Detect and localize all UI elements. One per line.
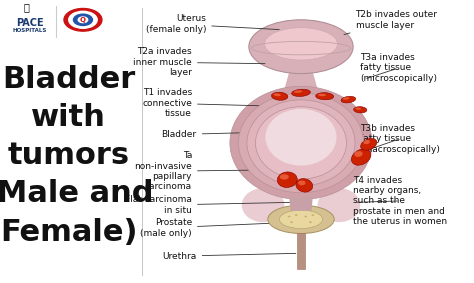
Text: Bladder: Bladder <box>162 130 286 139</box>
Ellipse shape <box>255 107 346 179</box>
Circle shape <box>69 11 97 28</box>
Text: T4 invades
nearby organs,
such as the
prostate in men and
the uterus in women: T4 invades nearby organs, such as the pr… <box>353 176 447 226</box>
Text: T2a invades
inner muscle
layer: T2a invades inner muscle layer <box>133 47 265 77</box>
Ellipse shape <box>288 216 291 217</box>
Ellipse shape <box>351 149 371 165</box>
Text: Ta
non-invasive
papillary
carcinoma: Ta non-invasive papillary carcinoma <box>134 151 279 191</box>
Ellipse shape <box>249 20 353 74</box>
Ellipse shape <box>304 216 307 217</box>
Ellipse shape <box>311 214 314 216</box>
Text: with: with <box>31 103 106 132</box>
Ellipse shape <box>343 97 349 100</box>
Text: T1 invades
connective
tissue: T1 invades connective tissue <box>142 88 271 118</box>
Text: T3a invades
fatty tissue
(microscopically): T3a invades fatty tissue (microscopicall… <box>360 53 437 83</box>
Text: PACE: PACE <box>16 18 44 28</box>
Ellipse shape <box>309 221 312 223</box>
Text: T3b invades
fatty tissue
(macroscopically): T3b invades fatty tissue (macroscopicall… <box>360 124 440 154</box>
Ellipse shape <box>230 86 372 200</box>
Polygon shape <box>284 72 318 89</box>
Ellipse shape <box>265 109 337 166</box>
Ellipse shape <box>280 174 289 180</box>
Ellipse shape <box>247 100 355 186</box>
Text: (Male and: (Male and <box>0 179 154 208</box>
Ellipse shape <box>318 94 326 96</box>
Ellipse shape <box>361 138 377 150</box>
Text: www.pacehospitals.com: www.pacehospitals.com <box>256 122 332 127</box>
Ellipse shape <box>296 179 313 192</box>
Ellipse shape <box>341 96 356 103</box>
Ellipse shape <box>292 89 310 97</box>
Ellipse shape <box>318 188 360 222</box>
Ellipse shape <box>277 172 297 187</box>
Ellipse shape <box>363 140 370 144</box>
Text: Bladder: Bladder <box>2 65 136 94</box>
Text: Urethra: Urethra <box>163 252 296 261</box>
FancyBboxPatch shape <box>9 6 133 45</box>
Ellipse shape <box>268 205 334 233</box>
Ellipse shape <box>290 221 293 223</box>
Ellipse shape <box>356 108 361 110</box>
Circle shape <box>78 17 88 23</box>
Ellipse shape <box>272 92 288 100</box>
Circle shape <box>73 14 92 25</box>
Polygon shape <box>289 197 313 211</box>
Ellipse shape <box>354 151 363 157</box>
Ellipse shape <box>295 214 298 216</box>
Text: tumors: tumors <box>8 141 130 170</box>
Text: T2b invades outer
muscle layer: T2b invades outer muscle layer <box>344 10 438 35</box>
Bar <box>297 233 305 269</box>
Ellipse shape <box>264 28 337 60</box>
Ellipse shape <box>298 181 306 185</box>
Text: Uterus
(female only): Uterus (female only) <box>146 14 279 34</box>
Text: Q: Q <box>80 17 86 23</box>
Circle shape <box>64 8 102 31</box>
Text: Flat carcinoma
in situ: Flat carcinoma in situ <box>125 196 290 215</box>
Text: Female): Female) <box>0 218 137 246</box>
Text: HOSPITALS: HOSPITALS <box>13 28 47 33</box>
Ellipse shape <box>316 93 334 100</box>
Ellipse shape <box>354 107 367 113</box>
Ellipse shape <box>273 93 281 96</box>
Text: 🏃: 🏃 <box>23 2 29 12</box>
Ellipse shape <box>279 210 322 229</box>
Ellipse shape <box>294 90 302 93</box>
Ellipse shape <box>242 188 284 222</box>
Ellipse shape <box>238 93 364 193</box>
Text: Prostate
(male only): Prostate (male only) <box>140 218 293 237</box>
